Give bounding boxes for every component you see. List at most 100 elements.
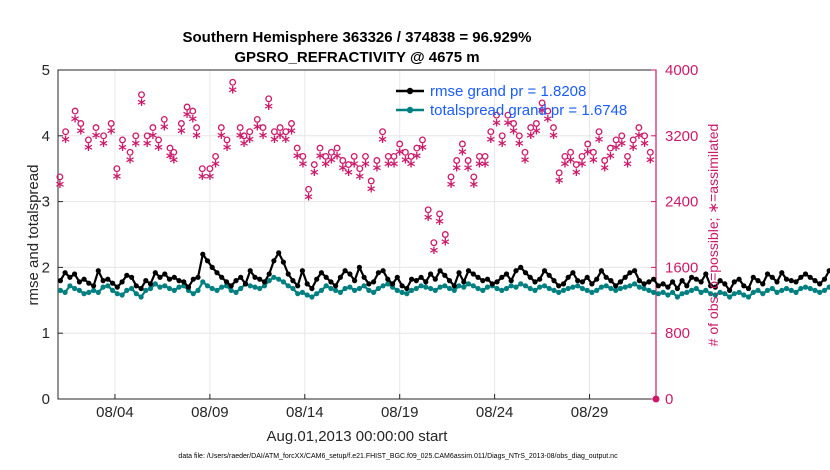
obs-possible-point: [293, 144, 301, 152]
totalspread-point: [233, 289, 239, 295]
totalspread-point: [470, 283, 476, 289]
totalspread-point: [651, 289, 657, 295]
rmse-point: [413, 278, 419, 284]
totalspread-point: [114, 291, 120, 297]
totalspread-point: [760, 291, 766, 297]
rmse-point: [456, 270, 462, 276]
rmse-point: [67, 274, 73, 280]
totalspread-point: [328, 285, 334, 292]
obs-assimilated-point: *: [304, 190, 313, 209]
totalspread-point: [195, 287, 201, 293]
totalspread-point: [190, 291, 196, 297]
obs-assimilated-point: *: [475, 157, 484, 176]
rmse-point: [461, 279, 467, 285]
rmse-point: [741, 283, 747, 289]
obs-possible-point: [305, 185, 313, 193]
totalspread-point: [76, 287, 82, 293]
obs-assimilated-point: *: [149, 128, 158, 147]
obs-assimilated-point: *: [612, 140, 621, 159]
obs-assimilated-point: *: [373, 161, 382, 180]
rmse-point: [475, 274, 481, 280]
obs-assimilated-point: *: [118, 140, 127, 159]
rmse-point: [366, 281, 372, 287]
rmse-point: [323, 274, 329, 280]
obs-assimilated-point: *: [566, 153, 575, 172]
totalspread-point: [674, 294, 681, 300]
rmse-point: [442, 272, 448, 278]
totalspread-point: [380, 283, 386, 289]
obs-possible-point: [166, 144, 174, 152]
obs-possible-point: [143, 132, 151, 140]
totalspread-point: [375, 285, 381, 292]
rmse-point: [774, 279, 780, 285]
obs-assimilated-point: *: [384, 157, 393, 176]
rmse-point: [437, 268, 443, 274]
totalspread-point: [655, 291, 662, 297]
obs-possible-point: [92, 124, 100, 132]
obs-assimilated-point: *: [333, 148, 342, 167]
rmse-point: [589, 281, 595, 287]
rmse-point: [81, 276, 87, 282]
obs-possible-point: [183, 103, 191, 111]
y-right-tick-label: 0: [665, 391, 673, 408]
obs-assimilated-point: *: [84, 140, 93, 159]
totalspread-point: [261, 283, 268, 289]
x-tick-label: 08/19: [381, 404, 419, 421]
obs-assimilated-point: *: [316, 148, 325, 167]
rmse-point: [105, 276, 111, 282]
obs-assimilated-point: *: [71, 111, 80, 130]
rmse-point: [290, 278, 296, 284]
obs-possible-point: [555, 169, 563, 177]
totalspread-point: [537, 284, 543, 290]
obs-possible-point: [407, 152, 415, 160]
totalspread-point: [764, 287, 771, 293]
totalspread-point: [252, 284, 258, 290]
rmse-point: [636, 278, 643, 284]
totalspread-point: [385, 281, 391, 287]
rmse-point: [470, 271, 476, 277]
totalspread-point: [394, 287, 400, 293]
obs-possible-point: [170, 148, 178, 156]
obs-assimilated-point: *: [293, 148, 302, 167]
rmse-point: [689, 274, 695, 280]
totalspread-point: [632, 281, 638, 287]
obs-possible-point: [606, 144, 614, 152]
obs-possible-point: [487, 128, 495, 136]
obs-possible-point: [206, 165, 214, 173]
obs-possible-point: [113, 165, 121, 173]
obs-assimilated-point: *: [206, 169, 215, 188]
obs-assimilated-point: *: [549, 128, 558, 147]
rmse-point: [228, 283, 234, 289]
totalspread-point: [693, 285, 699, 292]
obs-assimilated-point: *: [327, 153, 336, 172]
totalspread-point: [527, 285, 533, 292]
rmse-point: [608, 278, 614, 284]
y-left-tick-label: 4: [42, 128, 50, 145]
obs-possible-point: [84, 136, 92, 144]
totalspread-point: [366, 287, 372, 293]
totalspread-point: [703, 287, 709, 293]
rmse-point: [57, 278, 64, 284]
rmse-point: [385, 276, 391, 282]
rmse-point: [651, 276, 657, 282]
obs-possible-point: [77, 120, 85, 127]
y-right-tick-label: 1600: [665, 259, 698, 276]
rmse-point: [779, 270, 785, 276]
rmse-point: [703, 271, 709, 277]
rmse-point: [299, 268, 305, 274]
obs-possible-point: [236, 124, 244, 132]
rmse-point: [603, 274, 609, 280]
rmse-point: [655, 283, 662, 289]
obs-possible-point: [100, 132, 108, 140]
totalspread-point: [603, 283, 609, 289]
y-left-tick-label: 3: [42, 194, 50, 211]
obs-assimilated-point: *: [538, 103, 547, 122]
totalspread-point: [494, 285, 500, 292]
totalspread-point: [689, 287, 695, 293]
totalspread-point: [423, 284, 429, 290]
obs-assimilated-point: *: [229, 83, 238, 102]
totalspread-point: [565, 285, 571, 292]
legend-spread-marker: [406, 106, 414, 114]
totalspread-point: [522, 283, 529, 289]
rmse-point: [522, 270, 529, 276]
